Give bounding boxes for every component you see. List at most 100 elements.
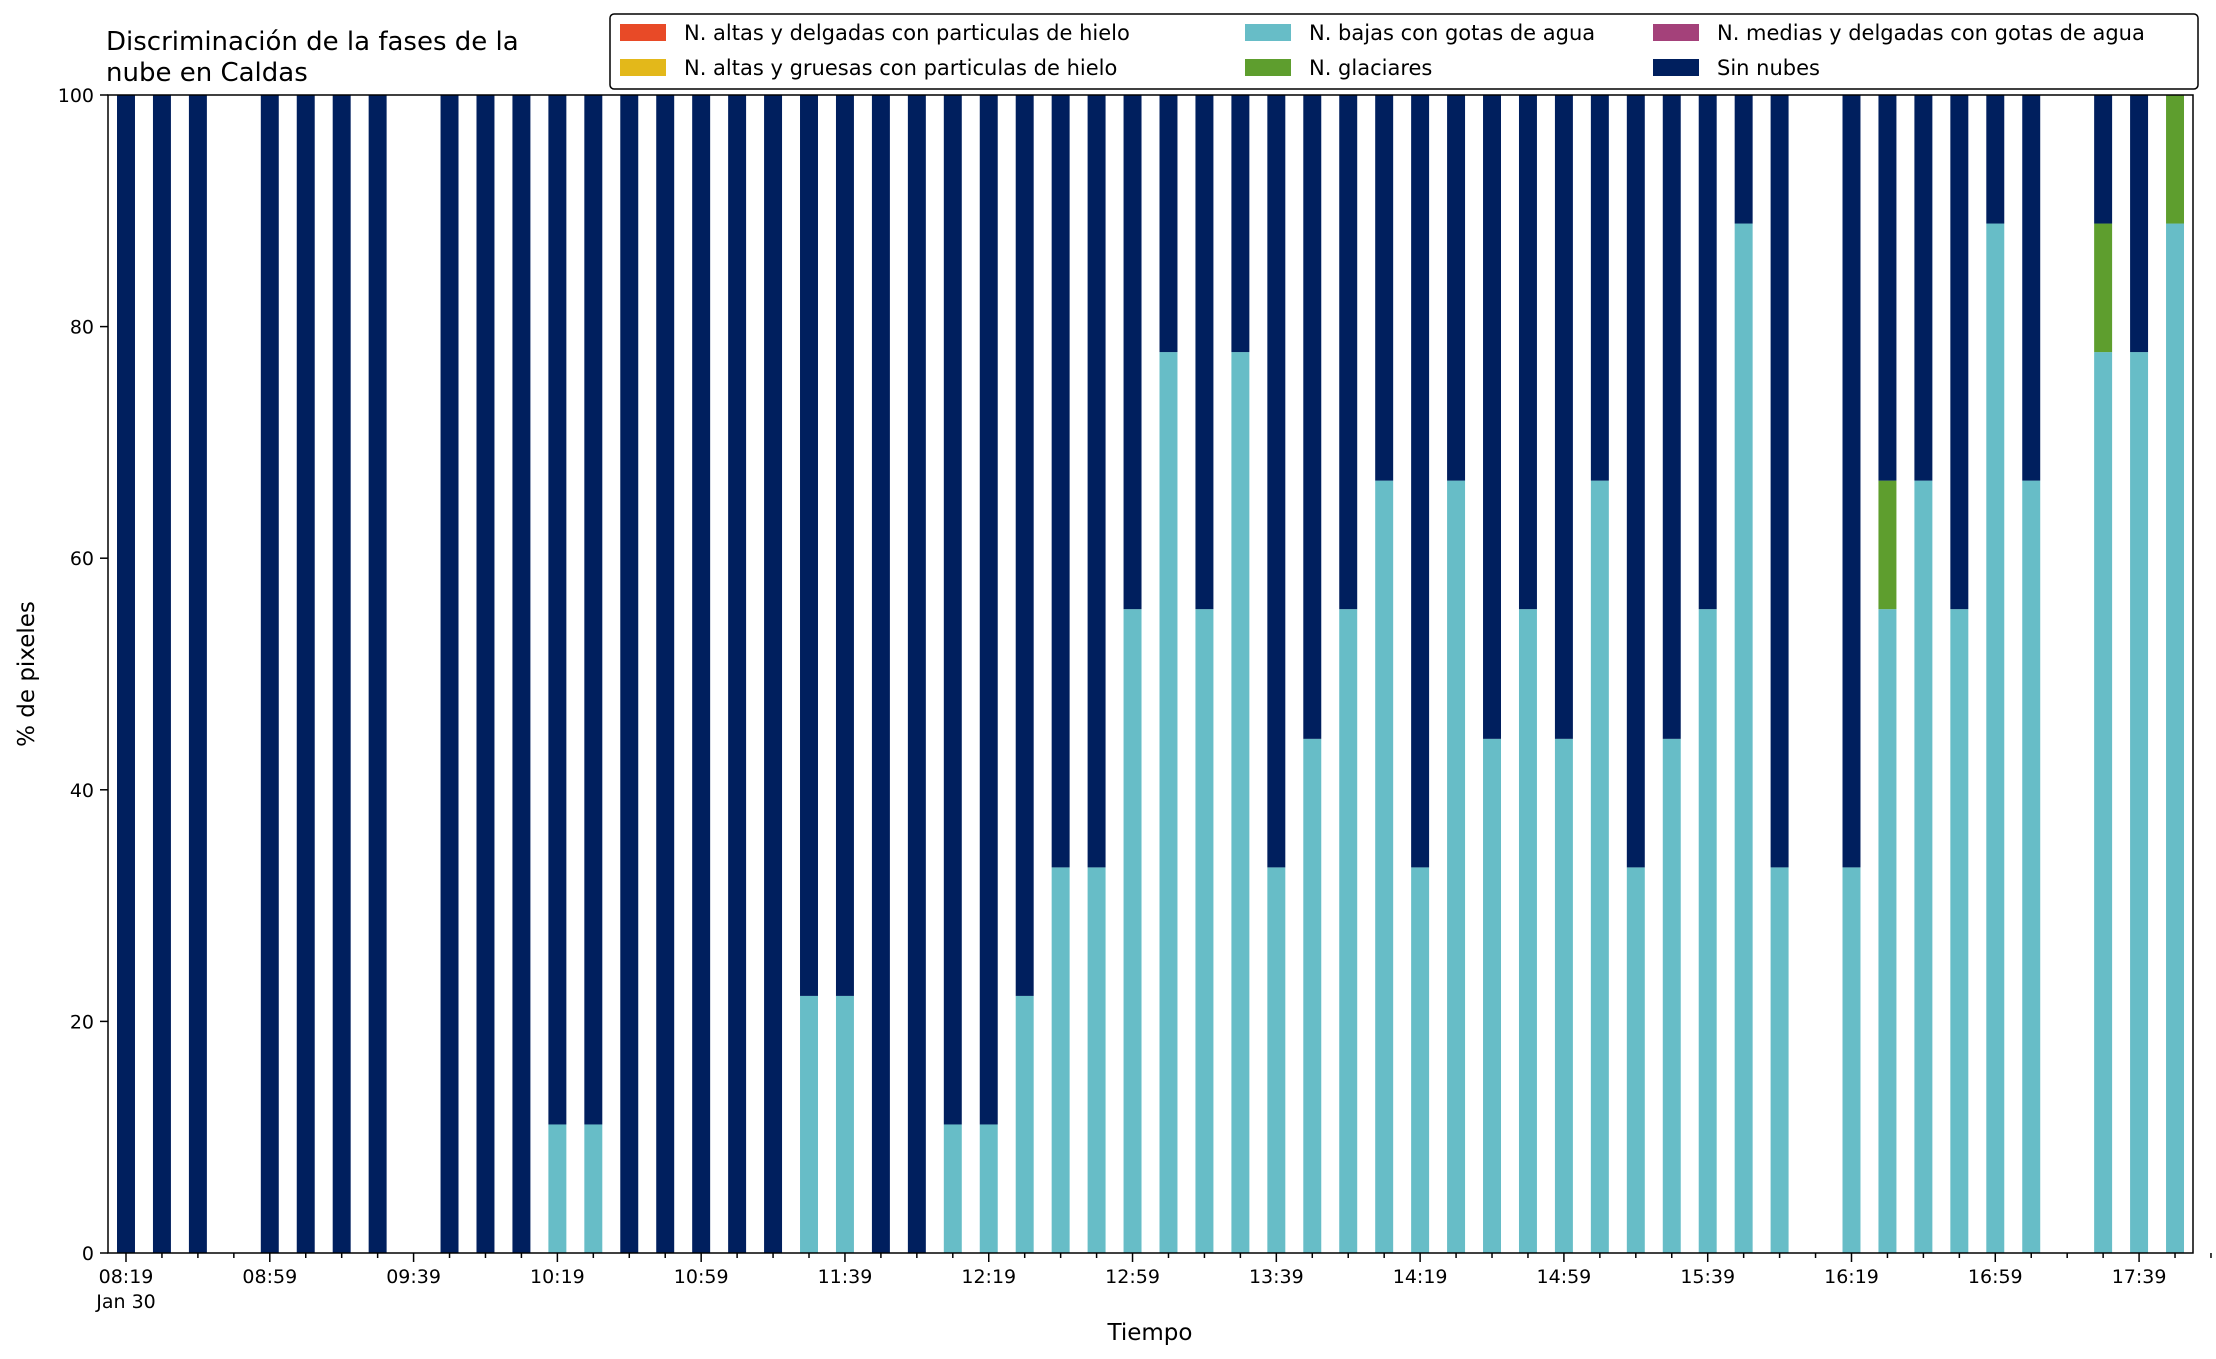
x-tick-label: 14:19 <box>1393 1266 1448 1288</box>
bar-segment-1129-sin-nubes <box>800 95 818 996</box>
bar-segment-1139-n-bajas-con-gotas-de-agua <box>835 995 854 1253</box>
bar-segment-1509-n-bajas-con-gotas-de-agua <box>1590 480 1609 1253</box>
bar-segment-1159-sin-nubes <box>907 95 926 1253</box>
bar-segment-1209-sin-nubes <box>943 95 962 1125</box>
bar-segment-1529-n-bajas-con-gotas-de-agua <box>1662 738 1681 1253</box>
y-tick-label: 20 <box>70 1011 94 1033</box>
bar-segment-1039-sin-nubes <box>620 95 639 1253</box>
bar-segment-1409-n-bajas-con-gotas-de-agua <box>1375 480 1394 1253</box>
bar-segment-1029-n-bajas-con-gotas-de-agua <box>584 1124 603 1253</box>
x-tick-label: 12:59 <box>1105 1266 1160 1288</box>
x-tick-label: 12:19 <box>961 1266 1016 1288</box>
bar-segment-1259-sin-nubes <box>1123 95 1142 610</box>
bar-segment-1639-n-bajas-con-gotas-de-agua <box>1914 480 1933 1253</box>
bar-segment-1619-n-bajas-con-gotas-de-agua <box>1842 867 1861 1253</box>
bar-segment-1229-sin-nubes <box>1015 95 1034 996</box>
bar-segment-1329-n-bajas-con-gotas-de-agua <box>1231 352 1250 1254</box>
bar-segment-1729-n-glaciares <box>2094 223 2113 353</box>
bar-segment-1209-n-bajas-con-gotas-de-agua <box>943 1124 962 1253</box>
axes-layer: 0 20 40 60 80 100 08:19 08:59 09:39 10:19 10:59 11:… <box>58 85 2212 1313</box>
bars-layer <box>117 95 2185 1254</box>
x-tick-label: 09:39 <box>386 1266 441 1288</box>
bar-segment-1639-sin-nubes <box>1914 95 1933 481</box>
x-tick-label: 16:19 <box>1824 1266 1879 1288</box>
legend-label: N. altas y gruesas con particulas de hie… <box>684 56 1117 80</box>
bar-segment-1559-sin-nubes <box>1770 95 1789 868</box>
bar-segment-1439-n-bajas-con-gotas-de-agua <box>1483 738 1501 1253</box>
y-tick-label: 40 <box>70 780 94 802</box>
x-tick-label: 10:19 <box>530 1266 585 1288</box>
bar-segment-1239-sin-nubes <box>1051 95 1070 868</box>
bar-segment-1559-n-bajas-con-gotas-de-agua <box>1770 867 1789 1253</box>
bar-segment-1249-n-bajas-con-gotas-de-agua <box>1087 867 1106 1253</box>
legend-swatch <box>1245 59 1291 76</box>
bar-segment-1009-sin-nubes <box>512 95 531 1253</box>
bar-segment-1509-sin-nubes <box>1590 95 1609 481</box>
y-tick-label: 0 <box>82 1243 94 1265</box>
bar-segment-0909-sin-nubes <box>296 95 315 1253</box>
bar-segment-1419-n-bajas-con-gotas-de-agua <box>1411 867 1430 1253</box>
bar-segment-1349-sin-nubes <box>1303 95 1322 739</box>
bar-segment-0829-sin-nubes <box>152 95 171 1253</box>
bar-segment-1409-sin-nubes <box>1375 95 1394 481</box>
x-tick-label: 08:59 <box>242 1266 297 1288</box>
legend-label: N. altas y delgadas con particulas de hi… <box>684 21 1130 45</box>
bar-segment-1259-n-bajas-con-gotas-de-agua <box>1123 609 1142 1253</box>
y-tick-label: 60 <box>70 548 94 570</box>
bar-segment-1619-sin-nubes <box>1842 95 1861 868</box>
bar-segment-1029-sin-nubes <box>584 95 603 1125</box>
bar-segment-1339-n-bajas-con-gotas-de-agua <box>1267 867 1286 1253</box>
bar-segment-1319-sin-nubes <box>1195 95 1214 610</box>
bar-segment-1729-sin-nubes <box>2094 95 2113 224</box>
y-axis-label: % de pixeles <box>14 601 40 747</box>
bar-segment-1629-n-bajas-con-gotas-de-agua <box>1878 609 1897 1253</box>
bar-segment-1459-n-bajas-con-gotas-de-agua <box>1554 738 1573 1253</box>
bar-segment-1739-sin-nubes <box>2130 95 2149 353</box>
y-tick-label: 80 <box>70 317 94 339</box>
bar-segment-1019-n-bajas-con-gotas-de-agua <box>548 1124 567 1253</box>
bar-segment-0819-sin-nubes <box>117 95 135 1253</box>
x-tick-label: 13:39 <box>1249 1266 1304 1288</box>
bar-segment-1419-sin-nubes <box>1411 95 1430 868</box>
x-tick-label: 10:59 <box>674 1266 729 1288</box>
legend-label: Sin nubes <box>1717 56 1820 80</box>
legend: N. altas y delgadas con particulas de hi… <box>609 13 2199 90</box>
bar-segment-1339-sin-nubes <box>1267 95 1286 868</box>
bar-segment-1359-n-bajas-con-gotas-de-agua <box>1339 609 1358 1253</box>
legend-swatch <box>620 24 666 41</box>
bar-segment-1119-sin-nubes <box>764 95 783 1253</box>
bar-segment-1049-sin-nubes <box>656 95 675 1253</box>
bar-segment-1229-n-bajas-con-gotas-de-agua <box>1015 995 1034 1253</box>
bar-segment-1459-sin-nubes <box>1554 95 1573 739</box>
bar-segment-0949-sin-nubes <box>440 95 459 1253</box>
x-tick-label: 15:39 <box>1680 1266 1735 1288</box>
legend-label: N. glaciares <box>1309 56 1432 80</box>
bar-segment-1449-n-bajas-con-gotas-de-agua <box>1518 609 1537 1253</box>
bar-segment-1709-n-bajas-con-gotas-de-agua <box>2022 480 2041 1253</box>
legend-box <box>609 13 2199 90</box>
legend-swatch <box>1245 24 1291 41</box>
bar-segment-1429-sin-nubes <box>1447 95 1466 481</box>
bar-segment-1629-sin-nubes <box>1878 95 1897 481</box>
y-tick-label: 100 <box>58 85 94 107</box>
legend-label: N. bajas con gotas de agua <box>1309 21 1595 45</box>
bar-segment-1739-n-bajas-con-gotas-de-agua <box>2130 352 2149 1254</box>
bar-segment-0929-sin-nubes <box>368 95 387 1253</box>
bar-segment-1709-sin-nubes <box>2022 95 2041 481</box>
bar-segment-1539-sin-nubes <box>1698 95 1717 610</box>
bar-segment-0839-sin-nubes <box>188 95 207 1253</box>
bar-segment-1749-n-glaciares <box>2166 95 2185 224</box>
chart-title: Discriminación de la fases de la nube en … <box>106 27 519 88</box>
bar-segment-0859-sin-nubes <box>260 95 279 1253</box>
bar-segment-1649-sin-nubes <box>1950 95 1969 610</box>
bar-segment-1529-sin-nubes <box>1662 95 1681 739</box>
bar-segment-1219-sin-nubes <box>979 95 998 1125</box>
bar-segment-1449-sin-nubes <box>1518 95 1537 610</box>
bar-segment-1329-sin-nubes <box>1231 95 1250 353</box>
legend-swatch <box>1653 59 1699 76</box>
bar-segment-1659-n-bajas-con-gotas-de-agua <box>1986 223 2005 1253</box>
bar-segment-1149-sin-nubes <box>871 95 890 1253</box>
legend-swatch <box>620 59 666 76</box>
